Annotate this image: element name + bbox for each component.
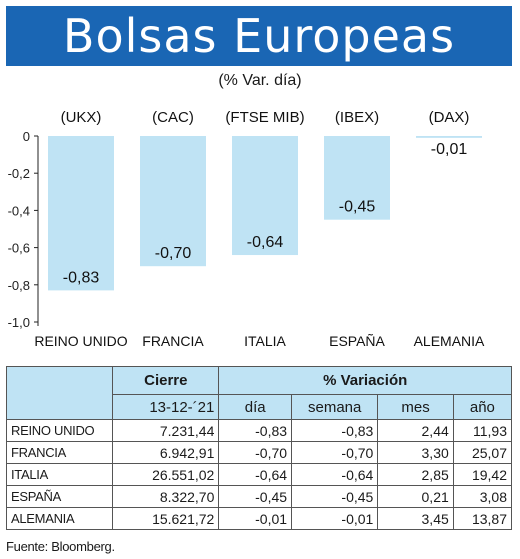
data-label: -0,70: [155, 245, 192, 262]
header-variacion: % Variación: [218, 366, 512, 395]
cell-cierre: 26.551,02: [112, 463, 220, 486]
table-row: ALEMANIA 15.621,72 -0,01 -0,01 3,45 13,87: [5, 507, 513, 530]
header-anio: año: [452, 394, 513, 420]
data-label: -0,45: [339, 199, 376, 216]
cell-mes: 3,45: [377, 507, 454, 530]
cell-anio: 3,08: [452, 485, 513, 508]
index-code-label: (CAC): [152, 109, 194, 126]
bar: [416, 136, 482, 138]
table-row: FRANCIA 6.942,91 -0,70 -0,70 3,30 25,07: [5, 441, 513, 464]
cell-name: FRANCIA: [5, 441, 114, 464]
header-fecha: 13-12-´21: [112, 394, 220, 420]
header-semana: semana: [291, 394, 379, 420]
header-mes: mes: [377, 394, 454, 420]
cell-anio: 13,87: [452, 507, 513, 530]
table-row: ITALIA 26.551,02 -0,64 -0,64 2,85 19,42: [5, 463, 513, 486]
cell-name: ESPAÑA: [5, 485, 114, 508]
data-label: -0,83: [63, 269, 100, 286]
data-label: -0,01: [431, 141, 468, 158]
cell-dia: -0,01: [218, 507, 293, 530]
index-code-label: (DAX): [429, 109, 470, 126]
bar: [140, 136, 206, 267]
cell-semana: -0,70: [291, 441, 379, 464]
cell-mes: 2,44: [377, 419, 454, 442]
cell-semana: -0,01: [291, 507, 379, 530]
cell-dia: -0,64: [218, 463, 293, 486]
y-tick-label: -1,0: [8, 315, 30, 330]
y-tick-label: 0: [23, 129, 30, 144]
y-tick-label: -0,8: [8, 278, 30, 293]
cell-name: ALEMANIA: [5, 507, 114, 530]
cell-dia: -0,83: [218, 419, 293, 442]
cell-dia: -0,70: [218, 441, 293, 464]
bar-chart: 0 -0,2 -0,4 -0,6 -0,8 -1,0 (UKX) -0,83 REINO UNI…: [8, 109, 485, 349]
data-table: Cierre % Variación 13-12-´21 día semana …: [5, 366, 513, 530]
index-code-label: (FTSE MIB): [225, 109, 304, 126]
y-tick-label: -0,6: [8, 241, 30, 256]
cell-semana: -0,64: [291, 463, 379, 486]
cell-name: ITALIA: [5, 463, 114, 486]
table-corner: [5, 366, 114, 420]
index-code-label: (IBEX): [335, 109, 379, 126]
cell-cierre: 8.322,70: [112, 485, 220, 508]
table-row: REINO UNIDO 7.231,44 -0,83 -0,83 2,44 11,93: [5, 419, 513, 442]
category-label: ALEMANIA: [414, 333, 485, 349]
cell-semana: -0,45: [291, 485, 379, 508]
cell-dia: -0,45: [218, 485, 293, 508]
cell-anio: 19,42: [452, 463, 513, 486]
y-tick-label: -0,4: [8, 203, 30, 218]
bar: [48, 136, 114, 291]
page-title: Bolsas Europeas: [62, 9, 456, 63]
y-tick-label: -0,2: [8, 166, 30, 181]
category-label: ITALIA: [244, 333, 286, 349]
cell-mes: 0,21: [377, 485, 454, 508]
bar: [232, 136, 298, 256]
table-row: ESPAÑA 8.322,70 -0,45 -0,45 0,21 3,08: [5, 485, 513, 508]
cell-cierre: 7.231,44: [112, 419, 220, 442]
cell-name: REINO UNIDO: [5, 419, 114, 442]
cell-cierre: 6.942,91: [112, 441, 220, 464]
index-code-label: (UKX): [61, 109, 102, 126]
cell-mes: 3,30: [377, 441, 454, 464]
header-cierre: Cierre: [112, 366, 220, 395]
source-note: Fuente: Bloomberg.: [6, 539, 115, 554]
bar: [324, 136, 390, 220]
cell-cierre: 15.621,72: [112, 507, 220, 530]
chart-subtitle: (% Var. día): [218, 72, 302, 89]
cell-mes: 2,85: [377, 463, 454, 486]
data-label: -0,64: [247, 234, 284, 251]
category-label: REINO UNIDO: [34, 333, 127, 349]
title-banner: Bolsas Europeas: [6, 6, 512, 66]
cell-anio: 11,93: [452, 419, 513, 442]
cell-semana: -0,83: [291, 419, 379, 442]
category-label: FRANCIA: [142, 333, 204, 349]
header-dia: día: [218, 394, 293, 420]
cell-anio: 25,07: [452, 441, 513, 464]
category-label: ESPAÑA: [329, 333, 385, 349]
